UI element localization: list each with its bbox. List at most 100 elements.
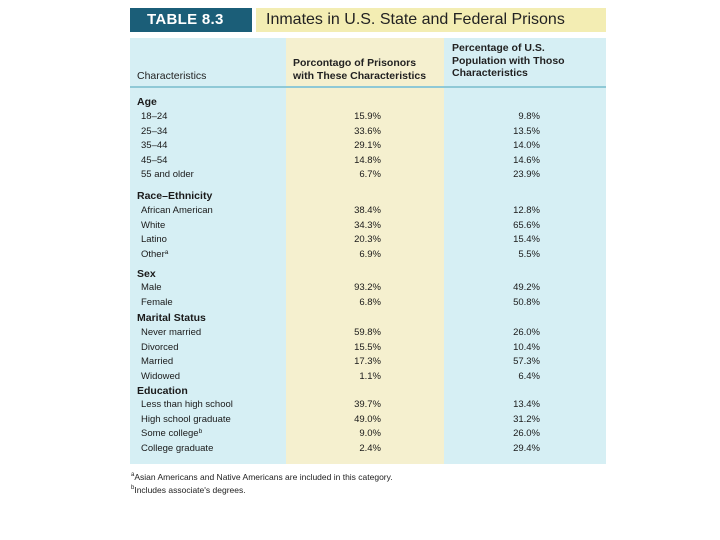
cell-population: 10.4% xyxy=(513,341,540,353)
row-label: African American xyxy=(141,204,213,219)
section-title: Age xyxy=(137,96,157,108)
cell-prisoners: 29.1% xyxy=(354,140,381,152)
row-label: 45–54 xyxy=(141,154,167,169)
row-label: Othera xyxy=(141,248,168,263)
col-header-population: Percentage of U.S. Population with Thoso… xyxy=(452,42,565,80)
row-label-text: 55 and older xyxy=(141,169,194,181)
row-label: 25–34 xyxy=(141,125,167,140)
row-label: Married xyxy=(141,355,173,370)
row-label-text: White xyxy=(141,219,166,231)
table-row: Married 17.3% 57.3% xyxy=(130,355,606,370)
row-label: Male xyxy=(141,281,162,296)
table-row: African American 38.4% 12.8% xyxy=(130,204,606,219)
section-title: Sex xyxy=(137,268,156,280)
row-label: Never married xyxy=(141,326,201,341)
cell-prisoners: 1.1% xyxy=(359,370,381,382)
row-label-text: High school graduate xyxy=(141,413,231,425)
cell-population: 6.4% xyxy=(518,370,540,382)
table-row: College graduate 2.4% 29.4% xyxy=(130,442,606,457)
table-row: 45–54 14.8% 14.6% xyxy=(130,154,606,169)
cell-prisoners: 38.4% xyxy=(354,205,381,216)
row-label-text: African American xyxy=(141,205,213,216)
cell-prisoners: 59.8% xyxy=(354,327,381,338)
cell-population: 50.8% xyxy=(513,296,540,308)
cell-population: 5.5% xyxy=(518,248,540,260)
header-divider xyxy=(130,86,606,88)
table-row: High school graduate 49.0% 31.2% xyxy=(130,413,606,428)
cell-prisoners: 39.7% xyxy=(354,399,381,410)
cell-population: 9.8% xyxy=(518,111,540,122)
cell-prisoners: 9.0% xyxy=(359,428,381,440)
cell-prisoners: 6.7% xyxy=(359,169,381,181)
cell-prisoners: 33.6% xyxy=(354,125,381,137)
cell-prisoners: 6.9% xyxy=(359,248,381,260)
table-row: 18–24 15.9% 9.8% xyxy=(130,110,606,125)
data-table: Characteristics Porcontago of Prisonors … xyxy=(130,38,606,464)
cell-population: 29.4% xyxy=(513,442,540,454)
cell-population: 57.3% xyxy=(513,356,540,368)
cell-population: 14.0% xyxy=(513,140,540,152)
row-label: Some collegeb xyxy=(141,427,202,442)
table-title: Inmates in U.S. State and Federal Prison… xyxy=(256,8,606,32)
cell-population: 13.5% xyxy=(513,125,540,137)
cell-prisoners: 49.0% xyxy=(354,413,381,425)
table-row: Never married 59.8% 26.0% xyxy=(130,326,606,341)
cell-population: 14.6% xyxy=(513,154,540,166)
row-label: Female xyxy=(141,296,173,311)
table-row: White 34.3% 65.6% xyxy=(130,219,606,234)
cell-population: 49.2% xyxy=(513,282,540,293)
cell-population: 15.4% xyxy=(513,234,540,246)
cell-prisoners: 6.8% xyxy=(359,296,381,308)
row-label-text: Less than high school xyxy=(141,399,233,410)
col-header-population-line: Percentage of U.S. xyxy=(452,42,545,54)
cell-population: 13.4% xyxy=(513,399,540,410)
cell-prisoners: 93.2% xyxy=(354,282,381,293)
row-label: 35–44 xyxy=(141,139,167,154)
col-header-prisoners-line: with These Characteristics xyxy=(293,69,427,82)
cell-prisoners: 17.3% xyxy=(354,356,381,368)
cell-population: 65.6% xyxy=(513,219,540,231)
prisoners-column-shade xyxy=(286,38,444,464)
row-label-text: Male xyxy=(141,282,162,293)
cell-prisoners: 20.3% xyxy=(354,234,381,246)
row-label: High school graduate xyxy=(141,413,231,428)
row-label: Less than high school xyxy=(141,398,233,413)
table-row: 55 and older 6.7% 23.9% xyxy=(130,168,606,183)
row-label: White xyxy=(141,219,165,234)
row-label: Divorced xyxy=(141,341,179,356)
col-header-prisoners-line: Porcontago of Prisonors xyxy=(293,57,417,69)
table-row: Some collegeb 9.0% 26.0% xyxy=(130,427,606,442)
footnote-a: aAsian Americans and Native Americans ar… xyxy=(131,471,393,483)
table-row: Latino 20.3% 15.4% xyxy=(130,233,606,248)
footnote-b: bIncludes associate's degrees. xyxy=(131,484,246,496)
table-row: Female 6.8% 50.8% xyxy=(130,296,606,311)
col-header-population-line: Characteristics xyxy=(452,67,528,79)
row-label-text: College graduate xyxy=(141,442,214,454)
footnote-mark: a xyxy=(131,472,135,478)
row-label-text: Married xyxy=(141,356,174,368)
table-row: Widowed 1.1% 6.4% xyxy=(130,370,606,385)
footnote-text: Includes associate's degrees. xyxy=(134,485,246,495)
row-label: 55 and older xyxy=(141,168,194,183)
table-header: TABLE 8.3 Inmates in U.S. State and Fede… xyxy=(130,8,606,32)
row-label: Latino xyxy=(141,233,167,248)
cell-population: 26.0% xyxy=(513,428,540,440)
cell-prisoners: 34.3% xyxy=(354,219,381,231)
section-title: Marital Status xyxy=(137,312,206,324)
row-label-text: Some college xyxy=(141,428,199,440)
row-label-text: Never married xyxy=(141,327,202,338)
col-header-prisoners: Porcontago of Prisonors with These Chara… xyxy=(293,57,426,82)
cell-population: 23.9% xyxy=(513,169,540,181)
row-label-text: Divorced xyxy=(141,341,179,353)
table-row: Less than high school 39.7% 13.4% xyxy=(130,398,606,413)
row-label-text: Female xyxy=(141,296,173,308)
cell-population: 26.0% xyxy=(513,327,540,338)
section-title: Race–Ethnicity xyxy=(137,190,213,202)
footnote-ref: b xyxy=(198,428,203,436)
col-header-population-line: Population with Thoso xyxy=(452,54,565,67)
footnote-ref: a xyxy=(164,248,169,256)
row-label-text: Widowed xyxy=(141,370,181,382)
cell-population: 12.8% xyxy=(513,205,540,216)
table-row: Male 93.2% 49.2% xyxy=(130,281,606,296)
cell-population: 31.2% xyxy=(513,413,540,425)
